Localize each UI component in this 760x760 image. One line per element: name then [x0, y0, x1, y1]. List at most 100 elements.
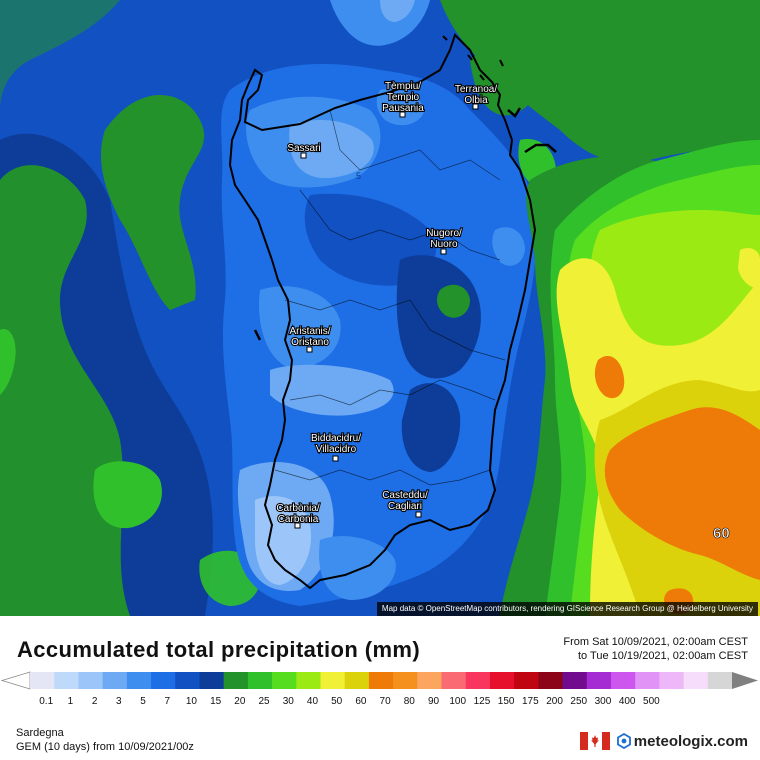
legend-swatch [368, 672, 394, 689]
city-label: Villacidro [316, 444, 357, 455]
legend-tick-label: 5 [140, 696, 146, 707]
city-marker [440, 248, 447, 255]
legend-swatch [247, 672, 273, 689]
legend-swatch [344, 672, 370, 689]
city-marker [294, 522, 301, 529]
city-marker [399, 111, 406, 118]
legend-tick-label: 2 [92, 696, 98, 707]
legend-tick-label: 20 [234, 696, 246, 707]
city-marker [332, 455, 339, 462]
city-nugoro: Nugoro/ Nuoro [425, 227, 463, 255]
period-from: From Sat 10/09/2021, 02:00am CEST [563, 636, 748, 648]
legend-swatch [489, 672, 515, 689]
city-casteddu: Casteddu/ Cagliari [381, 489, 429, 518]
legend-swatch [635, 672, 660, 689]
map-canvas: Tèmpiu/ Tempio Pausania Terranoa/ Olbia … [0, 0, 760, 616]
legend-swatch [514, 672, 539, 689]
legend-tick-label: 7 [164, 696, 170, 707]
map-attribution[interactable]: Map data © OpenStreetMap contributors, r… [376, 602, 758, 616]
city-label: Pausania [382, 103, 424, 114]
legend-swatch [417, 672, 442, 689]
city-label: Biddacidru/ [311, 433, 361, 444]
city-label: Sassari [287, 143, 320, 154]
brand-name: meteologix.com [633, 732, 748, 750]
city-label: Olbia [464, 95, 488, 106]
city-label: Nugoro/ [426, 228, 462, 239]
canada-flag-icon [579, 732, 610, 750]
legend-tick-label: 80 [404, 696, 416, 707]
legend-scale: 0.1 1 2 3 5 7 10 15 20 25 30 40 50 60 70 80 90 100 125 150 1… [0, 671, 758, 707]
province-borders [274, 109, 506, 486]
region-name: Sardegna [16, 727, 64, 739]
legend-tick-label: 50 [331, 696, 343, 707]
legend-swatch [78, 672, 104, 689]
city-label: Terranoa/ [455, 84, 497, 95]
legend-tick-label: 30 [283, 696, 295, 707]
model-info: GEM (10 days) from 10/09/2021/00z [16, 741, 194, 753]
city-terranoa: Terranoa/ Olbia [454, 83, 498, 110]
legend-tick-label: 500 [643, 696, 660, 707]
city-label: Oristano [291, 337, 329, 348]
legend-tick-label: 3 [116, 696, 122, 707]
city-marker [472, 103, 479, 110]
legend-tick-label: 0.1 [39, 696, 53, 707]
legend-swatch [320, 672, 346, 689]
legend-tick-label: 250 [570, 696, 587, 707]
legend-tick-label: 60 [355, 696, 367, 707]
legend-tick-label: 300 [595, 696, 612, 707]
city-label: Cagliari [388, 501, 422, 512]
legend-swatch [223, 672, 249, 689]
legend-swatch [126, 672, 152, 689]
city-biddacidru: Biddacidru/ Villacidro [310, 432, 362, 462]
legend-swatch [393, 672, 418, 689]
legend-tick-label: 100 [449, 696, 466, 707]
city-label: Nuoro [430, 239, 458, 250]
sardinia-coastline [228, 33, 537, 590]
legend-swatch [151, 672, 176, 689]
legend-swatch [30, 672, 55, 689]
legend-swatch [586, 672, 612, 689]
city-aristanis: Aristanis/ Oristano [288, 325, 332, 353]
brand[interactable]: meteologix.com [579, 731, 748, 751]
legend-tick-label: 400 [619, 696, 636, 707]
city-label: Tempio [387, 92, 420, 103]
legend-tick-label: 15 [210, 696, 222, 707]
city-label: Aristanis/ [289, 326, 330, 337]
legend-tick-label: 10 [186, 696, 198, 707]
legend-tick-label: 125 [474, 696, 491, 707]
city-label: Casteddu/ [382, 490, 428, 501]
city-sassari: Sassari [286, 142, 322, 159]
legend-swatch [441, 672, 467, 689]
legend-swatch [296, 672, 321, 689]
city-carbonia: Carbònia/ Carbonia [275, 502, 321, 529]
legend-arrow-left [0, 671, 31, 690]
city-label: Tèmpiu/ [385, 81, 421, 92]
legend-tick-label: 1 [68, 696, 74, 707]
legend-tick-label: 200 [546, 696, 563, 707]
city-marker [306, 346, 313, 353]
meteologix-logo-icon [616, 733, 631, 749]
legend-swatch [538, 672, 563, 689]
legend-swatch [610, 672, 636, 689]
legend-swatch [659, 672, 684, 689]
legend-swatch [102, 672, 128, 689]
city-marker [300, 152, 307, 159]
legend-swatch [562, 672, 588, 689]
legend-tick-label: 25 [259, 696, 271, 707]
precipitation-field [0, 0, 760, 616]
color-legend: 0.1 1 2 3 5 7 10 15 20 25 30 40 50 60 70 80 90 100 125 150 1… [0, 668, 760, 710]
period-to: to Tue 10/19/2021, 02:00am CEST [577, 650, 748, 662]
chart-title: Accumulated total precipitation (mm) [17, 637, 421, 662]
legend-arrow-right [732, 672, 758, 689]
legend-swatch [199, 672, 225, 689]
legend-tick-label: 175 [522, 696, 539, 707]
contour-label-60: 60 [713, 525, 730, 542]
legend-tick-label: 40 [307, 696, 319, 707]
city-label: Carbonia [278, 514, 319, 525]
city-tempiu: Tèmpiu/ Tempio Pausania [381, 80, 425, 118]
legend-swatch [54, 672, 79, 689]
legend-tick-label: 90 [428, 696, 440, 707]
legend-tick-label: 70 [380, 696, 392, 707]
precipitation-map[interactable]: Tèmpiu/ Tempio Pausania Terranoa/ Olbia … [0, 0, 760, 616]
contour-label-5: 5 [356, 171, 361, 181]
